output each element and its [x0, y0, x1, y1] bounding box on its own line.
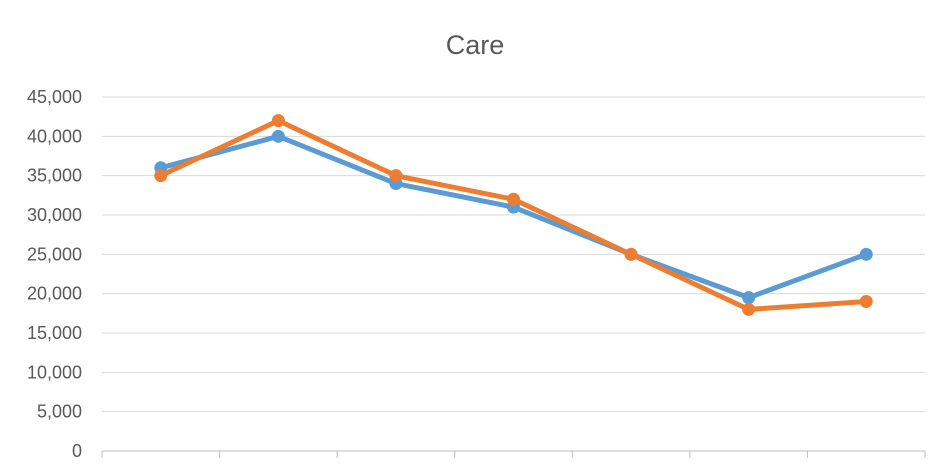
y-tick-label: 0	[72, 441, 82, 461]
y-tick-label: 45,000	[27, 87, 82, 107]
y-tick-label: 15,000	[27, 323, 82, 343]
y-axis-tick-labels: 0 5,000 10,000 15,000 20,000 25,000 30,000 35,0…	[27, 87, 82, 461]
series-2-point	[271, 114, 285, 128]
y-tick-label: 35,000	[27, 166, 82, 186]
y-tick-label: 25,000	[27, 244, 82, 264]
y-tick-label: 30,000	[27, 205, 82, 225]
series-2-point	[742, 302, 756, 316]
series-2-point	[859, 295, 873, 309]
series-1-point	[271, 129, 285, 143]
series-2-point	[507, 192, 520, 206]
series-2-point	[389, 169, 403, 183]
y-tick-label: 20,000	[27, 284, 82, 304]
chart-title: Care	[446, 30, 505, 60]
series-line-1	[158, 133, 869, 301]
series-2-point	[154, 169, 168, 183]
y-tick-label: 5,000	[37, 402, 82, 422]
gridlines	[102, 96, 925, 413]
series-2-point	[624, 247, 638, 261]
y-tick-label: 40,000	[27, 126, 82, 146]
series-markers	[154, 114, 873, 316]
x-axis	[101, 450, 926, 458]
series-1-point	[859, 247, 873, 261]
y-tick-label: 10,000	[27, 362, 82, 382]
series-1-point	[742, 291, 756, 305]
